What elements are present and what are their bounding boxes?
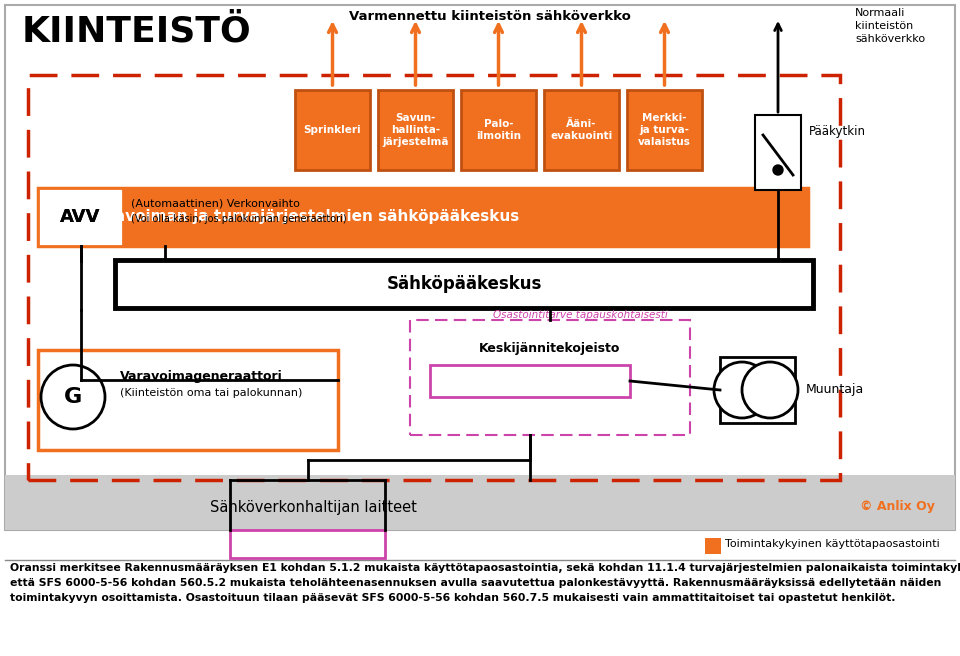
Bar (28, 75, 840, 480)
Text: Toimintakykyinen käyttötapaosastointi: Toimintakykyinen käyttötapaosastointi (725, 539, 940, 549)
Bar (705, 538, 721, 554)
Text: Merkki-
ja turva-
valaistus: Merkki- ja turva- valaistus (638, 113, 691, 147)
Bar (430, 365, 630, 397)
Text: Pääkytkin: Pääkytkin (809, 125, 866, 138)
Bar (378, 90, 453, 170)
Bar (720, 357, 795, 423)
Bar (461, 90, 536, 170)
Text: AVV: AVV (60, 208, 101, 226)
Text: Muuntaja: Muuntaja (806, 384, 864, 396)
Bar (5, 475, 955, 530)
Text: Sprinkleri: Sprinkleri (303, 125, 361, 135)
Bar (115, 260, 813, 308)
Text: toimintakyvyn osoittamista. Osastoituun tilaan pääsevät SFS 6000-5-56 kohdan 560: toimintakyvyn osoittamista. Osastoituun … (10, 593, 896, 603)
Text: Palo-
ilmoitin: Palo- ilmoitin (476, 119, 521, 141)
Circle shape (41, 365, 105, 429)
Bar (38, 188, 123, 246)
Text: Varavoiman ja turvajärjestelmien sähköpääkeskus: Varavoiman ja turvajärjestelmien sähköpä… (86, 209, 519, 224)
Bar (230, 530, 385, 558)
Text: Keskijännitekojeisto: Keskijännitekojeisto (479, 342, 621, 355)
Circle shape (742, 362, 798, 418)
Text: Ääni-
evakuointi: Ääni- evakuointi (550, 119, 612, 141)
Text: Oranssi merkitsee Rakennusmääräyksen E1 kohdan 5.1.2 mukaista käyttötapaosastoin: Oranssi merkitsee Rakennusmääräyksen E1 … (10, 563, 960, 573)
Bar (38, 188, 123, 246)
Text: Normaali
kiinteistön
sähköverkko: Normaali kiinteistön sähköverkko (855, 8, 925, 43)
Text: G: G (64, 387, 83, 407)
Bar (5, 5, 955, 530)
Text: (Voi olla käsin, jos palokunnan generaattori): (Voi olla käsin, jos palokunnan generaat… (131, 214, 347, 224)
Bar (38, 350, 338, 450)
Text: (Automaattinen) Verkonvaihto: (Automaattinen) Verkonvaihto (131, 198, 300, 208)
Text: Savun-
hallinta-
järjestelmä: Savun- hallinta- järjestelmä (382, 113, 448, 147)
Text: © Anlix Oy: © Anlix Oy (860, 500, 935, 513)
Text: (Kiinteistön oma tai palokunnan): (Kiinteistön oma tai palokunnan) (120, 388, 302, 398)
Text: KIINTEISTÖ: KIINTEISTÖ (22, 15, 252, 49)
Bar (755, 115, 801, 190)
Text: Osastointitarve tapauskohtaisesti: Osastointitarve tapauskohtaisesti (492, 310, 667, 320)
Text: Varavoimageneraattori: Varavoimageneraattori (120, 370, 283, 383)
Bar (627, 90, 702, 170)
Bar (5, 475, 955, 530)
Text: AVV: AVV (60, 208, 101, 226)
Bar (544, 90, 619, 170)
Text: Sähköpääkeskus: Sähköpääkeskus (386, 275, 541, 293)
Text: Varmennettu kiinteistön sähköverkko: Varmennettu kiinteistön sähköverkko (349, 10, 631, 23)
Bar (410, 320, 690, 435)
Circle shape (714, 362, 770, 418)
Bar (295, 90, 370, 170)
Bar (38, 188, 808, 246)
Text: että SFS 6000-5-56 kohdan 560.5.2 mukaista teholähteenasennuksen avulla saavutet: että SFS 6000-5-56 kohdan 560.5.2 mukais… (10, 578, 942, 588)
Text: Sähköverkonhaltijan laitteet: Sähköverkonhaltijan laitteet (210, 500, 417, 515)
Circle shape (773, 165, 783, 175)
